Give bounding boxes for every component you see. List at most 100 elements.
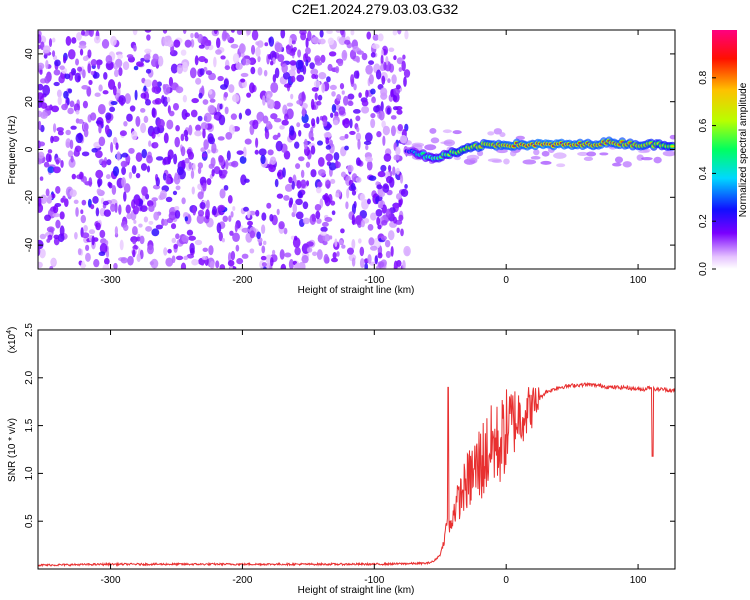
spectrogram-cell [222,30,228,41]
spectrogram-cell [259,260,265,269]
spectrogram-cell [70,155,74,163]
spectrogram-cell [98,125,102,134]
spectrogram-cell [268,36,275,47]
spectrogram-cell [112,166,120,177]
spectrogram-cell [132,30,138,36]
spectrogram-cell [219,188,226,199]
spectrogram-cell [234,223,238,233]
spectrogram-cell [123,183,131,193]
spectrogram-cell [162,172,167,181]
spectrogram-cell [208,40,212,47]
spectrogram-cell [126,113,133,122]
spectrogram-cell [577,151,589,156]
spectrogram-cell [90,112,97,121]
spectrogram-cell [298,129,302,137]
spectrogram-cell [375,69,382,80]
spectrogram-cell [377,171,386,178]
spectrogram-cell [113,262,118,269]
spectrogram-cell [350,74,355,85]
spectrogram-cell [52,123,57,133]
spectrogram-cell [153,142,159,149]
spectrogram-cell [612,162,622,167]
spectrogram-cell [389,177,395,188]
spectrogram-cell [280,30,286,39]
spectrogram-cell [146,155,153,164]
spectrogram-cell [64,73,71,80]
spectrogram-cell [397,30,402,35]
spectrogram-cell [324,217,333,222]
spectrogram-cell [430,137,440,144]
spectrogram-cell [377,261,385,268]
spectrogram-cell [174,136,180,148]
spectrogram-cell [376,184,383,190]
spectrogram-cell [229,230,234,236]
spectrogram-cell [290,93,294,100]
spectrogram-cell [256,231,261,240]
spectrogram-cell [38,196,42,207]
spectrogram-cell [366,31,372,40]
spectrogram-cell [322,233,331,242]
spectrogram-cell [95,150,103,159]
spectrogram-cell [199,68,205,76]
spectrogram-cell [404,248,410,256]
spectrogram-cell [331,210,336,216]
spectrogram-cell [269,214,274,222]
spectrogram-cell [312,251,318,257]
spectrogram-cell [77,66,83,72]
spectrogram-cell [296,180,302,189]
spectrogram-cell [67,150,74,158]
spectrogram-cell [331,91,336,97]
spectrogram-cell [38,62,45,70]
spectrogram-cell [81,232,90,239]
spectrogram-cell [301,102,308,110]
spectrogram-cell [310,68,319,76]
spectrogram-cell [366,160,373,171]
spectrogram-cell [403,76,407,87]
spectrogram-cell [203,112,212,123]
spectrogram-cell [236,150,244,155]
spectrogram-cell [387,230,395,241]
spectrogram-cell [190,109,198,118]
spectrogram-cell [110,142,114,153]
spectrogram-cell [92,196,99,204]
spectrogram-cell [398,67,403,72]
spectrogram-cell [300,32,307,41]
spectrogram-cell [141,186,148,197]
spectrogram-cell [227,259,235,267]
spectrogram-cell [203,139,209,150]
spectrogram-cell [47,166,55,174]
spectrogram-cell [154,97,162,105]
spectrogram-cell [541,150,550,157]
spectrogram-cell [276,193,284,199]
spectrogram-cell [46,238,51,243]
spectrogram-cell [165,257,174,267]
spectrogram-cell [144,48,152,54]
spectrogram-cell [279,125,285,130]
spectrogram-cell [392,216,398,224]
spectrogram-cell [74,231,78,240]
spectrogram-cell [95,207,100,217]
spectrogram-cell [52,213,61,218]
y-tick-label: -20 [24,190,35,205]
spectrogram-cell [139,235,145,245]
spectrogram-cell [318,38,326,45]
spectrogram-cell [53,69,61,76]
spectrogram-cell [103,71,108,80]
spectrogram-cell [327,37,335,46]
spectrogram-cell [81,69,86,79]
spectrogram-x-label: Height of straight line (km) [298,285,415,296]
spectrogram-cell [329,84,337,91]
spectrogram-cell [392,95,398,102]
spectrogram-cell [99,229,106,239]
spectrogram-cell [120,257,128,264]
spectrogram-cell [210,157,216,167]
spectrogram-cell [99,243,108,254]
spectrogram-cell [63,56,67,64]
spectrogram-cell [184,216,189,222]
spectrogram-cell [106,159,112,166]
spectrogram-cell [174,172,179,182]
spectrogram-cell [310,145,316,155]
spectrogram-cell [98,136,106,147]
spectrogram-cell [148,140,152,147]
spectrogram-cell [157,118,165,129]
